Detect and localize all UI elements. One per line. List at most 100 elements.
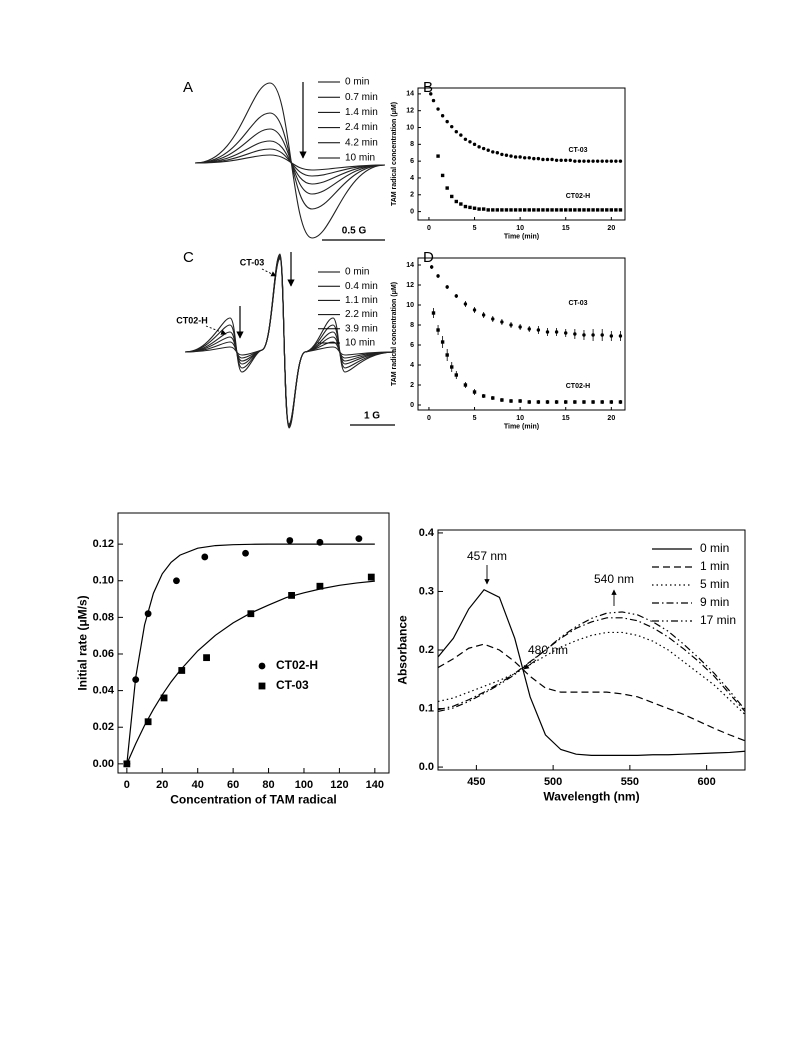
data-point [532, 156, 536, 161]
data-point [554, 400, 559, 404]
data-point [550, 157, 554, 162]
x-tick-label: 15 [562, 225, 570, 232]
data-point [568, 158, 572, 163]
annotation: CT02-H [176, 315, 208, 325]
fit-line [126, 580, 375, 765]
legend-label: 3.9 min [345, 323, 378, 334]
y-tick-label: 0.4 [419, 527, 435, 539]
annotation: 480 nm [528, 643, 568, 657]
data-point [481, 394, 486, 398]
data-point [559, 158, 563, 163]
panel-letter: C [183, 249, 194, 266]
data-point [595, 159, 600, 163]
y-tick-label: 0.2 [419, 644, 434, 656]
data-point [550, 208, 554, 212]
x-tick-label: 100 [295, 779, 313, 791]
y-axis-label: TAM radical concentration (μM) [391, 282, 398, 386]
data-point [463, 302, 468, 306]
data-point [316, 582, 324, 590]
data-point [582, 333, 586, 337]
data-point [468, 205, 472, 210]
y-tick-label: 0.3 [419, 585, 434, 597]
data-point [481, 146, 486, 151]
data-point [554, 158, 559, 163]
legend-marker [258, 662, 266, 670]
series-label: CT-03 [568, 300, 587, 307]
data-point [618, 159, 623, 163]
x-tick-label: 5 [473, 415, 477, 422]
data-point [445, 186, 449, 190]
data-point [518, 208, 522, 212]
data-point [472, 206, 477, 210]
data-point [203, 654, 210, 662]
data-point [564, 158, 568, 163]
data-point [463, 383, 468, 387]
data-point [609, 400, 614, 404]
data-point [431, 311, 436, 315]
data-point [618, 334, 623, 338]
data-point [600, 333, 604, 337]
x-tick-label: 20 [607, 225, 615, 232]
x-tick-label: 5 [473, 225, 477, 232]
data-point [527, 156, 531, 160]
y-tick-label: 2 [410, 382, 414, 389]
x-tick-label: 80 [262, 779, 274, 791]
y-tick-label: 2 [410, 192, 414, 199]
panel-letter: B [423, 79, 433, 96]
data-point [355, 535, 363, 543]
legend-label: CT-03 [276, 678, 309, 692]
plot-frame [417, 87, 626, 221]
data-point [600, 208, 604, 212]
data-point [527, 327, 531, 331]
data-point [618, 400, 623, 404]
x-tick-label: 40 [192, 779, 204, 791]
data-point [618, 208, 623, 212]
data-point [536, 328, 541, 332]
data-point [288, 591, 295, 599]
x-tick-label: 600 [697, 776, 715, 788]
y-axis-label: Absorbance [395, 615, 409, 685]
y-tick-label: 8 [410, 322, 414, 329]
data-point [522, 156, 527, 160]
data-point [522, 208, 527, 212]
data-point [486, 208, 490, 212]
data-point [491, 150, 495, 154]
y-tick-label: 0.0 [419, 761, 434, 773]
data-point [459, 133, 463, 137]
data-point [463, 204, 468, 209]
y-tick-label: 0.12 [93, 538, 114, 550]
data-point [586, 159, 591, 163]
data-point [582, 208, 586, 212]
x-tick-label: 10 [516, 225, 524, 232]
data-point [500, 152, 504, 157]
data-point [591, 400, 595, 404]
x-tick-label: 20 [607, 415, 615, 422]
legend-label: 0.4 min [345, 281, 378, 292]
data-point [436, 274, 440, 278]
data-point [582, 400, 586, 404]
data-point [431, 98, 436, 103]
data-point [573, 400, 577, 404]
legend-label: 0.7 min [345, 92, 378, 103]
y-axis-label: TAM radical concentration (μM) [391, 102, 398, 206]
y-tick-label: 10 [406, 302, 414, 309]
data-point [536, 156, 541, 161]
data-point [545, 157, 550, 162]
data-point [614, 208, 618, 212]
data-point [573, 159, 577, 163]
y-tick-label: 8 [410, 141, 414, 148]
data-point [491, 208, 495, 212]
scale-bar-label: 0.5 G [342, 226, 367, 237]
data-point [591, 333, 595, 337]
data-point [532, 208, 536, 212]
y-tick-label: 14 [406, 262, 414, 269]
data-point [144, 718, 152, 726]
fit-line [126, 543, 375, 764]
data-point [500, 320, 504, 324]
data-point [440, 173, 445, 178]
data-point [436, 107, 440, 111]
x-tick-label: 20 [156, 779, 168, 791]
legend-label: 10 min [345, 153, 375, 164]
x-axis-label: Concentration of TAM radical [170, 792, 336, 806]
